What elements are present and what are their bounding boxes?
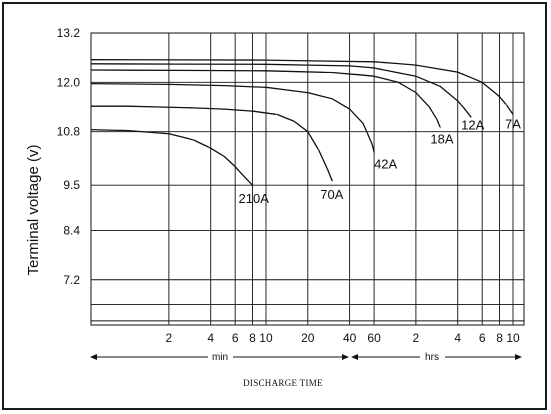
unit-hrs-marker: hrs <box>351 352 522 363</box>
curve-42A <box>90 82 375 153</box>
x-tick-label-min: 40 <box>343 331 357 345</box>
x-tick-label-min: 2 <box>166 331 173 345</box>
x-tick-label-min: 4 <box>207 331 214 345</box>
curve-18A <box>90 69 442 129</box>
x-tick-label-hrs: 10 <box>506 331 520 345</box>
x-tick-label-hrs: 8 <box>496 331 503 345</box>
x-tick-label-min: 20 <box>301 331 315 345</box>
y-tick-label: 7.2 <box>63 273 80 287</box>
x-tick-label-hrs: 6 <box>479 331 486 345</box>
x-tick-label-min: 60 <box>367 331 381 345</box>
y-tick-label: 10.8 <box>57 125 81 139</box>
curve-7A <box>90 59 514 115</box>
curve-label-18A: 18A <box>430 132 453 147</box>
curve-12A <box>90 63 472 118</box>
y-tick-label: 8.4 <box>63 223 80 237</box>
unit-min-marker: min <box>90 352 349 363</box>
labels: 13.212.010.89.58.47.22 4 6 8 10 20 40 60 2 4 6 8 102… <box>57 26 522 345</box>
x-tick-label-min: 8 <box>249 331 256 345</box>
x-tick-label-min: 10 <box>259 331 273 345</box>
y-tick-label: 12.0 <box>57 75 81 89</box>
curve-label-70A: 70A <box>320 187 343 202</box>
curve-70A <box>90 105 333 182</box>
x-tick-label-hrs: 2 <box>413 331 420 345</box>
curves <box>90 59 514 186</box>
unit-min-label: min <box>212 352 228 363</box>
curve-label-42A: 42A <box>374 156 397 171</box>
x-tick-label-min: 6 <box>232 331 239 345</box>
grid <box>90 32 525 326</box>
curve-label-7A: 7A <box>505 116 521 131</box>
x-axis-label: DISCHARGE TIME <box>243 378 323 388</box>
curve-label-12A: 12A <box>461 117 484 132</box>
y-tick-label: 13.2 <box>57 26 81 40</box>
x-tick-label-hrs: 4 <box>454 331 461 345</box>
curve-210A <box>90 128 254 186</box>
curve-label-210A: 210A <box>239 191 270 206</box>
unit-hrs-label: hrs <box>425 352 439 363</box>
y-tick-label: 9.5 <box>63 178 80 192</box>
y-axis-label: Terminal voltage (v) <box>25 145 42 276</box>
